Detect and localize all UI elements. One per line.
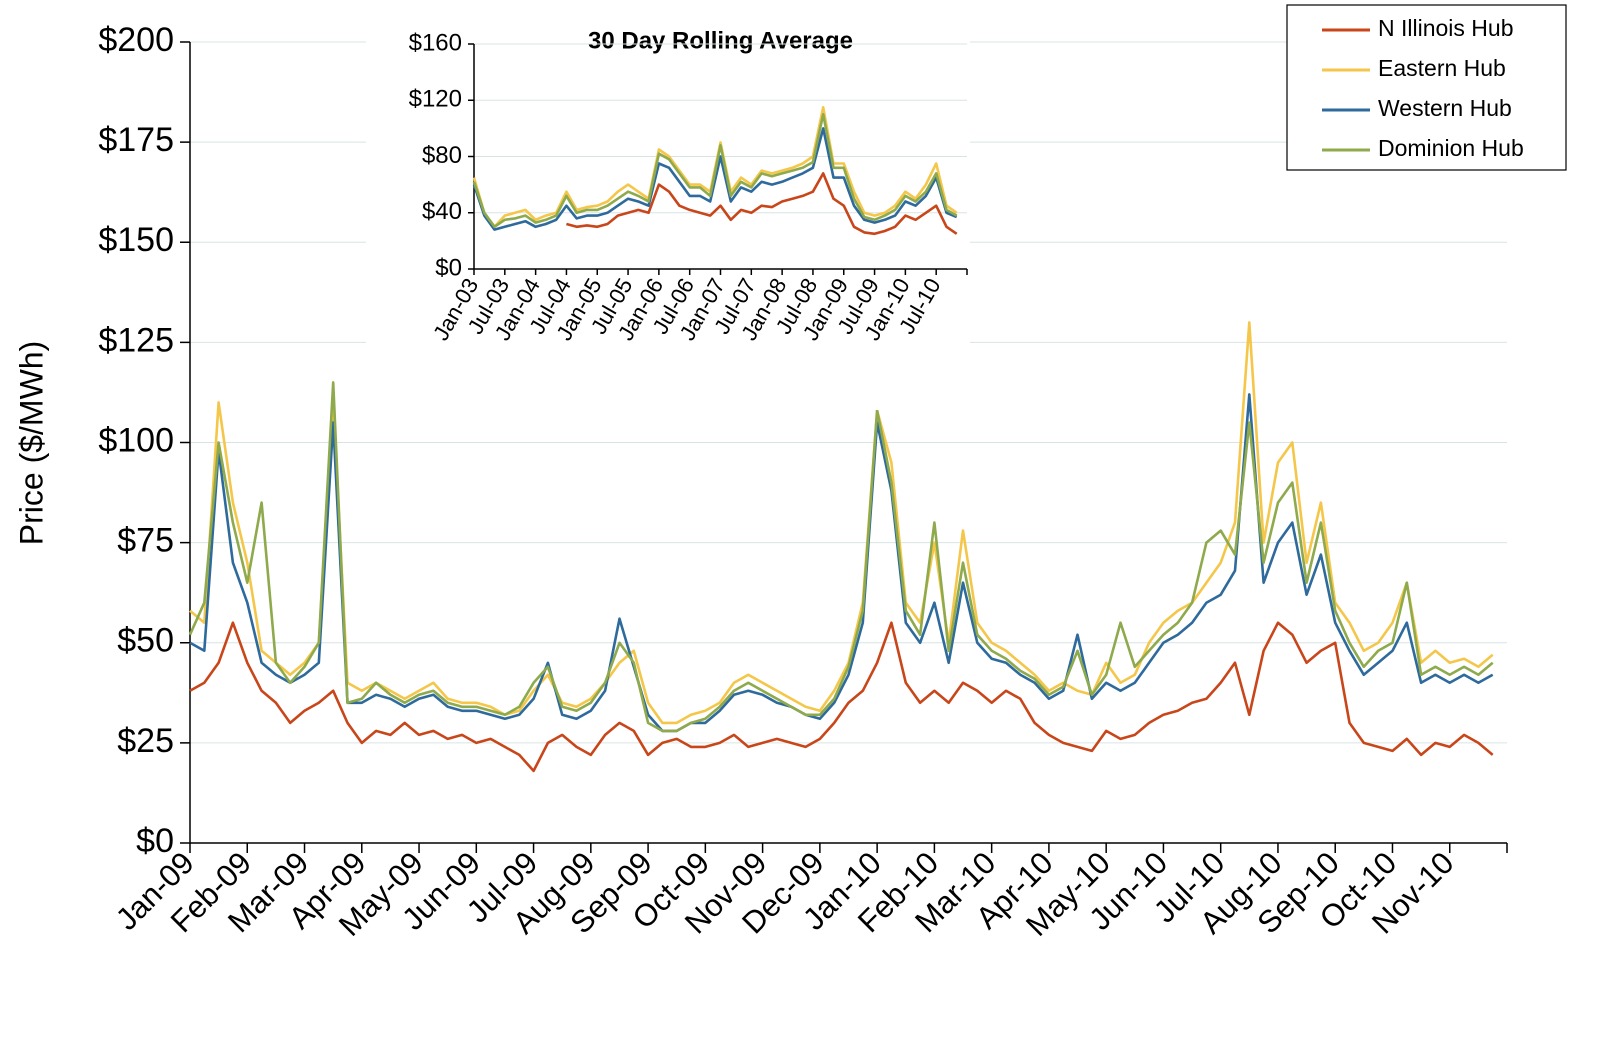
y-tick-label: $0 xyxy=(435,254,462,281)
legend-box xyxy=(1286,4,1567,171)
inset-background xyxy=(366,0,970,410)
chart-title: 30 Day Rolling Average xyxy=(588,27,853,54)
y-tick-label: $200 xyxy=(98,21,174,59)
series-line xyxy=(566,172,958,236)
series-line xyxy=(189,321,1494,725)
y-tick-label: $40 xyxy=(422,198,462,225)
series-line xyxy=(189,621,1494,773)
y-tick-label: $150 xyxy=(98,221,174,259)
series-line xyxy=(188,381,1494,733)
y-tick-label: $0 xyxy=(136,822,174,860)
y-tick-label: $80 xyxy=(422,142,462,169)
legend-label: Dominion Hub xyxy=(1378,135,1524,161)
y-tick-label: $50 xyxy=(117,622,174,660)
legend-label: Western Hub xyxy=(1378,95,1512,121)
y-axis-label: Price ($/MWh) xyxy=(13,341,49,545)
y-tick-label: $75 xyxy=(117,522,174,560)
y-tick-label: $125 xyxy=(98,321,174,359)
legend-label: Eastern Hub xyxy=(1378,55,1506,81)
series-line xyxy=(189,393,1494,733)
series-line xyxy=(472,113,958,229)
legend-label: N Illinois Hub xyxy=(1378,15,1514,41)
y-tick-label: $100 xyxy=(98,421,174,459)
y-tick-label: $160 xyxy=(409,29,462,56)
y-tick-label: $25 xyxy=(117,722,174,760)
y-tick-label: $175 xyxy=(98,121,174,159)
y-tick-label: $120 xyxy=(409,86,462,113)
series-line xyxy=(472,127,958,231)
